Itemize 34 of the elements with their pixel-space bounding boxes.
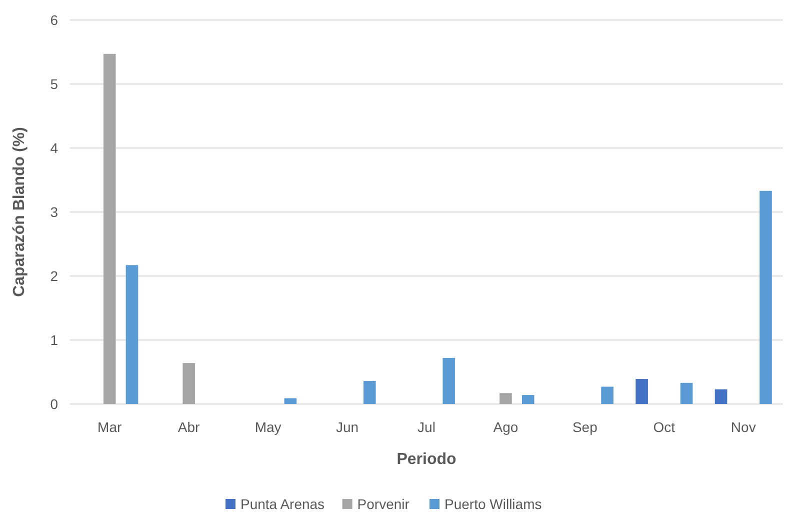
x-tick-label: Mar — [98, 419, 122, 435]
y-axis-title: Caparazón Blando (%) — [11, 127, 28, 297]
bar — [714, 389, 728, 404]
bar — [522, 395, 534, 404]
bar — [636, 379, 648, 404]
bar — [442, 358, 456, 404]
bar — [500, 393, 512, 404]
x-tick-label: Nov — [730, 419, 756, 435]
bar — [284, 398, 297, 404]
y-tick-label: 1 — [50, 332, 58, 348]
x-tick-label: Sep — [572, 419, 598, 435]
y-tick-label: 4 — [50, 140, 58, 156]
bar — [182, 363, 195, 404]
x-tick-label: Jun — [336, 419, 359, 435]
x-axis-title: Periodo — [396, 451, 457, 468]
bar — [103, 54, 116, 404]
bar — [760, 190, 772, 404]
bar — [363, 380, 376, 404]
y-tick-label: 3 — [50, 204, 58, 220]
bar — [601, 386, 614, 404]
legend-label: Puerto Williams — [444, 496, 542, 512]
y-tick-label: 6 — [50, 12, 58, 28]
bar — [680, 382, 693, 404]
y-tick-label: 5 — [50, 76, 58, 92]
x-tick-label: Jul — [418, 419, 436, 435]
x-tick-label: May — [254, 419, 282, 435]
bar — [126, 265, 138, 404]
legend-label: Porvenir — [357, 496, 410, 512]
y-tick-label: 0 — [50, 396, 58, 412]
x-tick-label: Abr — [178, 419, 200, 435]
x-tick-label: Oct — [653, 419, 676, 435]
legend-label: Punta Arenas — [240, 496, 325, 512]
x-tick-label: Ago — [493, 419, 518, 435]
y-tick-label: 2 — [50, 268, 58, 284]
